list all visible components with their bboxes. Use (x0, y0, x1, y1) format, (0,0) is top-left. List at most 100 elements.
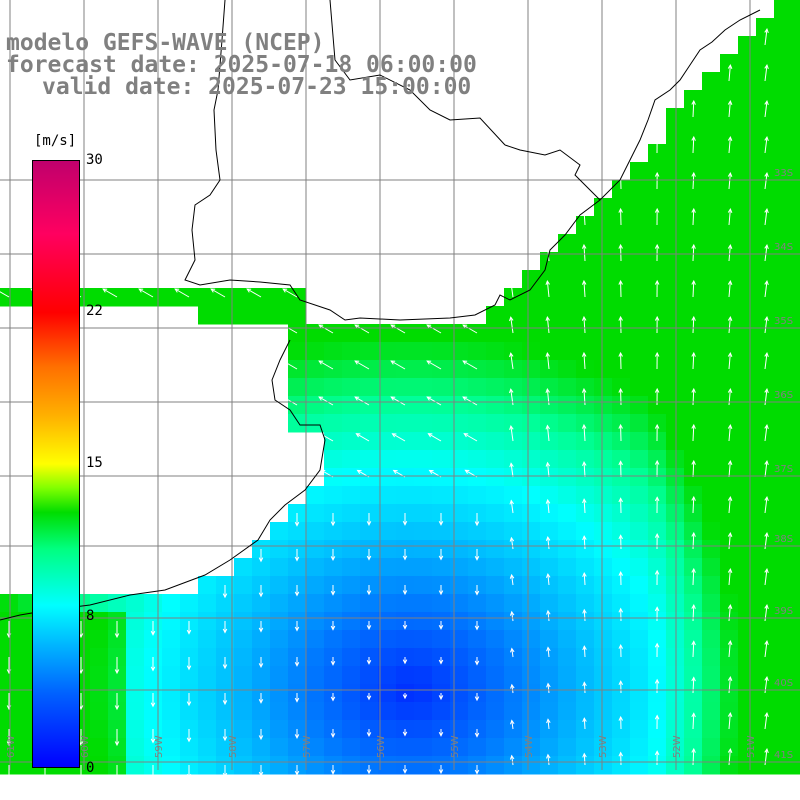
wind-arrow (438, 765, 444, 775)
wind-cell (666, 378, 685, 397)
wind-arrow (150, 657, 156, 672)
wind-cell (774, 666, 793, 685)
wind-cell (756, 360, 775, 379)
wind-cell (684, 720, 703, 739)
wind-cell (792, 270, 800, 289)
wind-cell (432, 666, 451, 685)
wind-cell (774, 612, 793, 631)
wind-arrow (330, 513, 336, 527)
wind-cell (576, 504, 595, 523)
wind-arrow (474, 657, 480, 666)
wind-cell (378, 558, 397, 577)
wind-cell (540, 756, 559, 775)
wind-cell (450, 486, 469, 505)
wind-cell (504, 666, 523, 685)
wind-arrow (186, 693, 192, 707)
wind-arrow (581, 243, 587, 262)
wind-cell (414, 594, 433, 613)
wind-cell (504, 396, 523, 415)
wind-cell (18, 684, 37, 703)
wind-arrow (581, 279, 587, 298)
wind-arrow (258, 657, 264, 669)
wind-cell (612, 504, 631, 523)
wind-cell (432, 360, 451, 379)
wind-cell (486, 324, 505, 343)
wind-cell (234, 702, 253, 721)
wind-cell (288, 594, 307, 613)
wind-cell (612, 738, 631, 757)
wind-cell (666, 720, 685, 739)
wind-arrow (366, 729, 372, 738)
wind-cell (738, 486, 757, 505)
wind-cell (720, 144, 739, 163)
wind-cell (666, 594, 685, 613)
wind-cell (648, 702, 667, 721)
wind-cell (792, 0, 800, 19)
wind-cell (612, 612, 631, 631)
wind-arrow (509, 754, 515, 766)
wind-speed-field (0, 0, 800, 775)
wind-cell (594, 324, 613, 343)
wind-arrow (258, 729, 264, 741)
wind-cell (702, 216, 721, 235)
wind-cell (162, 648, 181, 667)
wind-cell (630, 486, 649, 505)
wind-cell (306, 342, 325, 361)
wind-arrow (618, 497, 623, 514)
wind-cell (594, 306, 613, 325)
wind-cell (486, 306, 505, 325)
wind-cell (720, 54, 739, 73)
wind-cell (774, 702, 793, 721)
wind-cell (738, 198, 757, 217)
wind-cell (306, 684, 325, 703)
wind-arrow (438, 549, 444, 561)
wind-cell (396, 324, 415, 343)
wind-cell (540, 504, 559, 523)
wind-cell (288, 702, 307, 721)
longitude-label: 58W (228, 735, 239, 758)
wind-cell (774, 306, 793, 325)
wind-cell (576, 342, 595, 361)
wind-cell (306, 324, 325, 343)
wind-arrow (727, 711, 733, 730)
wind-arrow (691, 640, 696, 658)
wind-cell (576, 648, 595, 667)
wind-cell (756, 144, 775, 163)
wind-cell (612, 666, 631, 685)
wind-cell (414, 342, 433, 361)
wind-cell (630, 738, 649, 757)
wind-cell (540, 396, 559, 415)
wind-cell (198, 576, 217, 595)
wind-cell (504, 558, 523, 577)
wind-cell (522, 576, 541, 595)
wind-cell (558, 324, 577, 343)
wind-cell (702, 486, 721, 505)
wind-arrow (654, 351, 660, 370)
wind-cell (396, 450, 415, 469)
wind-cell (738, 684, 757, 703)
wind-cell (234, 684, 253, 703)
wind-cell (378, 414, 397, 433)
wind-arrow (727, 207, 733, 226)
wind-cell (360, 468, 379, 487)
wind-cell (468, 666, 487, 685)
wind-cell (666, 162, 685, 181)
wind-arrow (546, 682, 551, 694)
wind-arrow (438, 729, 444, 737)
wind-cell (612, 756, 631, 775)
wind-arrow (294, 513, 300, 527)
wind-arrow (294, 549, 300, 562)
wind-arrow (366, 657, 372, 665)
wind-cell (756, 162, 775, 181)
wind-cell (756, 648, 775, 667)
wind-cell (468, 414, 487, 433)
wind-cell (612, 198, 631, 217)
wind-cell (450, 414, 469, 433)
wind-cell (432, 594, 451, 613)
wind-cell (558, 684, 577, 703)
wind-cell (756, 594, 775, 613)
wind-cell (774, 252, 793, 271)
wind-arrow (727, 423, 733, 442)
wind-cell (774, 630, 793, 649)
wind-arrow (546, 718, 551, 730)
